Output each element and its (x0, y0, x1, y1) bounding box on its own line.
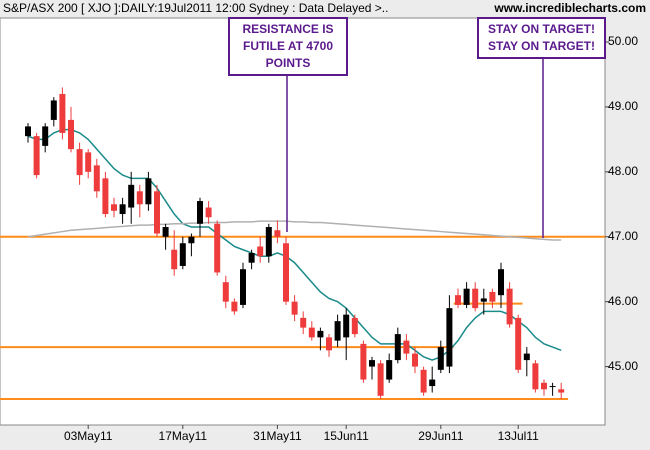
candle-body (437, 347, 444, 370)
candle-body (351, 317, 358, 335)
moving-average (27, 128, 562, 361)
annotation-text: RESISTANCE IS (242, 22, 333, 36)
y-tick-label: 49.00 (608, 99, 638, 113)
annotation-box (228, 17, 348, 76)
candle-body (283, 243, 289, 302)
candle-body (403, 340, 410, 354)
candle-body (446, 308, 453, 367)
candle-body (291, 301, 298, 315)
candle-body (257, 246, 264, 257)
candle-body (386, 360, 393, 380)
y-tick-label: 45.00 (608, 359, 638, 373)
y-tick-label: 47.00 (608, 229, 638, 243)
candle-body (317, 330, 324, 338)
source: www.incrediblecharts.com (493, 1, 646, 15)
x-tick-label: 31May11 (253, 429, 302, 443)
x-tick-label: 13Jul11 (498, 429, 539, 443)
candle-body (42, 126, 49, 146)
candle-body (558, 389, 565, 393)
candle-body (214, 223, 221, 273)
candle-body (111, 204, 117, 211)
candle-body (231, 301, 238, 312)
candle-body (145, 178, 152, 205)
candle-body (25, 126, 31, 137)
candle-body (360, 343, 367, 380)
annotation-text: STAY ON TARGET! (488, 39, 595, 53)
candle-body (76, 149, 83, 176)
candle-body (377, 363, 384, 396)
candle-body (326, 337, 332, 351)
candle-body (463, 288, 470, 305)
candle-body (68, 119, 74, 150)
candle-body (136, 191, 143, 205)
y-tick-label: 48.00 (608, 164, 638, 178)
candle-body (274, 230, 281, 237)
candle-body (515, 317, 522, 370)
candle-body (179, 243, 186, 266)
candle-body (455, 295, 461, 305)
candle-body (308, 327, 315, 338)
candle-body (549, 386, 556, 388)
x-tick-label: 15Jun11 (324, 429, 369, 443)
candle-body (523, 353, 530, 361)
candle-body (197, 201, 203, 224)
candle-body (248, 252, 255, 263)
candle-body (85, 152, 92, 172)
candle-body (205, 207, 212, 218)
candle-body (102, 178, 109, 215)
annotation-text: STAY ON TARGET! (488, 22, 595, 36)
candle-body (394, 334, 401, 361)
candle-body (369, 360, 375, 367)
candle-body (480, 298, 487, 302)
x-tick-label: 03May11 (64, 429, 113, 443)
x-tick-label: 29Jun11 (418, 429, 463, 443)
candle-body (188, 236, 195, 244)
y-tick-label: 46.00 (608, 294, 638, 308)
candle-body (240, 269, 246, 305)
candle-body (498, 269, 504, 296)
candle-body (265, 227, 272, 257)
candle-body (119, 204, 126, 215)
candle-body (171, 249, 178, 270)
annotation-box (477, 17, 606, 59)
candle-body (412, 353, 418, 367)
moving-average (27, 220, 562, 241)
chart-title: S&P/ASX 200 [ XJO ]:DAILY:19Jul2011 12:0… (3, 1, 388, 15)
candle-body (162, 227, 169, 237)
candle-body (472, 288, 479, 309)
candle-body (343, 314, 350, 338)
candle-body (541, 382, 547, 390)
candle-body (222, 282, 229, 302)
candle-body (154, 191, 160, 234)
x-tick-label: 17May11 (159, 429, 208, 443)
candle-body (506, 288, 513, 325)
candle-body (429, 379, 436, 387)
annotation-text: POINTS (266, 56, 311, 70)
candle-body (93, 165, 100, 192)
candle-body (50, 100, 57, 120)
candle-body (334, 321, 341, 341)
candle-body (300, 317, 307, 328)
candle-body (532, 363, 539, 390)
candle-body (489, 291, 496, 302)
y-tick-label: 50.00 (608, 34, 638, 48)
candle-body (33, 136, 40, 176)
candle-body (420, 369, 427, 393)
candle-body (128, 184, 135, 208)
candle-body (59, 93, 66, 133)
annotation-text: FUTILE AT 4700 (243, 39, 333, 53)
